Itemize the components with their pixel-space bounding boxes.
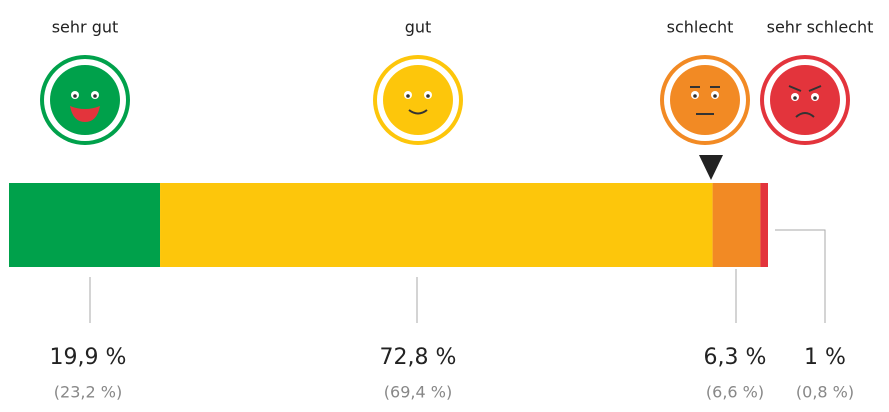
- face-good: [373, 55, 463, 145]
- comparison-label: (69,4 %): [384, 383, 452, 402]
- category-label: sehr schlecht: [767, 18, 874, 37]
- value-label: 6,3 %: [704, 345, 767, 370]
- bar-segment: [160, 183, 713, 267]
- comparison-label: (0,8 %): [796, 383, 854, 402]
- face-bad: [660, 55, 750, 145]
- value-label: 1 %: [804, 345, 846, 370]
- comparison-label: (6,6 %): [706, 383, 764, 402]
- category-label: gut: [405, 18, 432, 37]
- comparison-label: (23,2 %): [54, 383, 122, 402]
- face-very-good: [40, 55, 130, 145]
- faces: [40, 55, 850, 145]
- value-label: 19,9 %: [50, 345, 127, 370]
- category-label: schlecht: [667, 18, 734, 37]
- bar-segment: [9, 183, 161, 267]
- marker-triangle: [699, 155, 723, 180]
- leader-line: [775, 229, 826, 323]
- bar-segment: [760, 183, 768, 267]
- face-very-bad: [760, 55, 850, 145]
- category-label: sehr gut: [52, 18, 119, 37]
- value-label: 72,8 %: [380, 345, 457, 370]
- bar-segment: [712, 183, 761, 267]
